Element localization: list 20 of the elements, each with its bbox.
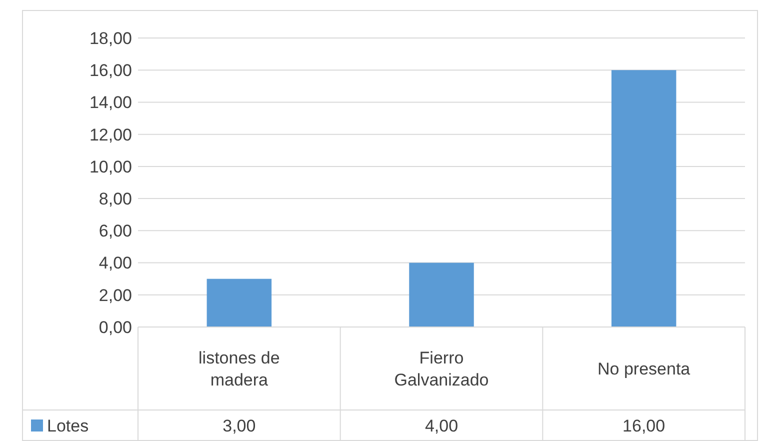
y-tick-label: 16,00 [89, 61, 132, 80]
x-tick-label: Fierro Galvanizado [394, 348, 489, 390]
y-tick-label: 6,00 [98, 222, 132, 241]
legend-label: Lotes [47, 416, 89, 436]
y-tick-label: 12,00 [89, 125, 132, 144]
y-tick-label: 18,00 [89, 28, 132, 48]
x-tick-label: No presenta [598, 359, 691, 378]
bar [206, 278, 272, 327]
y-tick-label: 0,00 [98, 318, 132, 337]
bar [611, 70, 676, 327]
y-tick-label: 8,00 [98, 190, 132, 209]
y-tick-label: 10,00 [89, 157, 132, 176]
text: 3,00 [222, 416, 256, 436]
bar [409, 262, 474, 327]
y-tick-label: 14,00 [89, 93, 132, 112]
text: 16,00 [622, 416, 666, 436]
y-tick-label: 2,00 [98, 286, 132, 305]
y-tick-label: 4,00 [98, 254, 132, 273]
x-tick-label: listones de madera [198, 348, 280, 390]
text: 4,00 [424, 416, 458, 436]
